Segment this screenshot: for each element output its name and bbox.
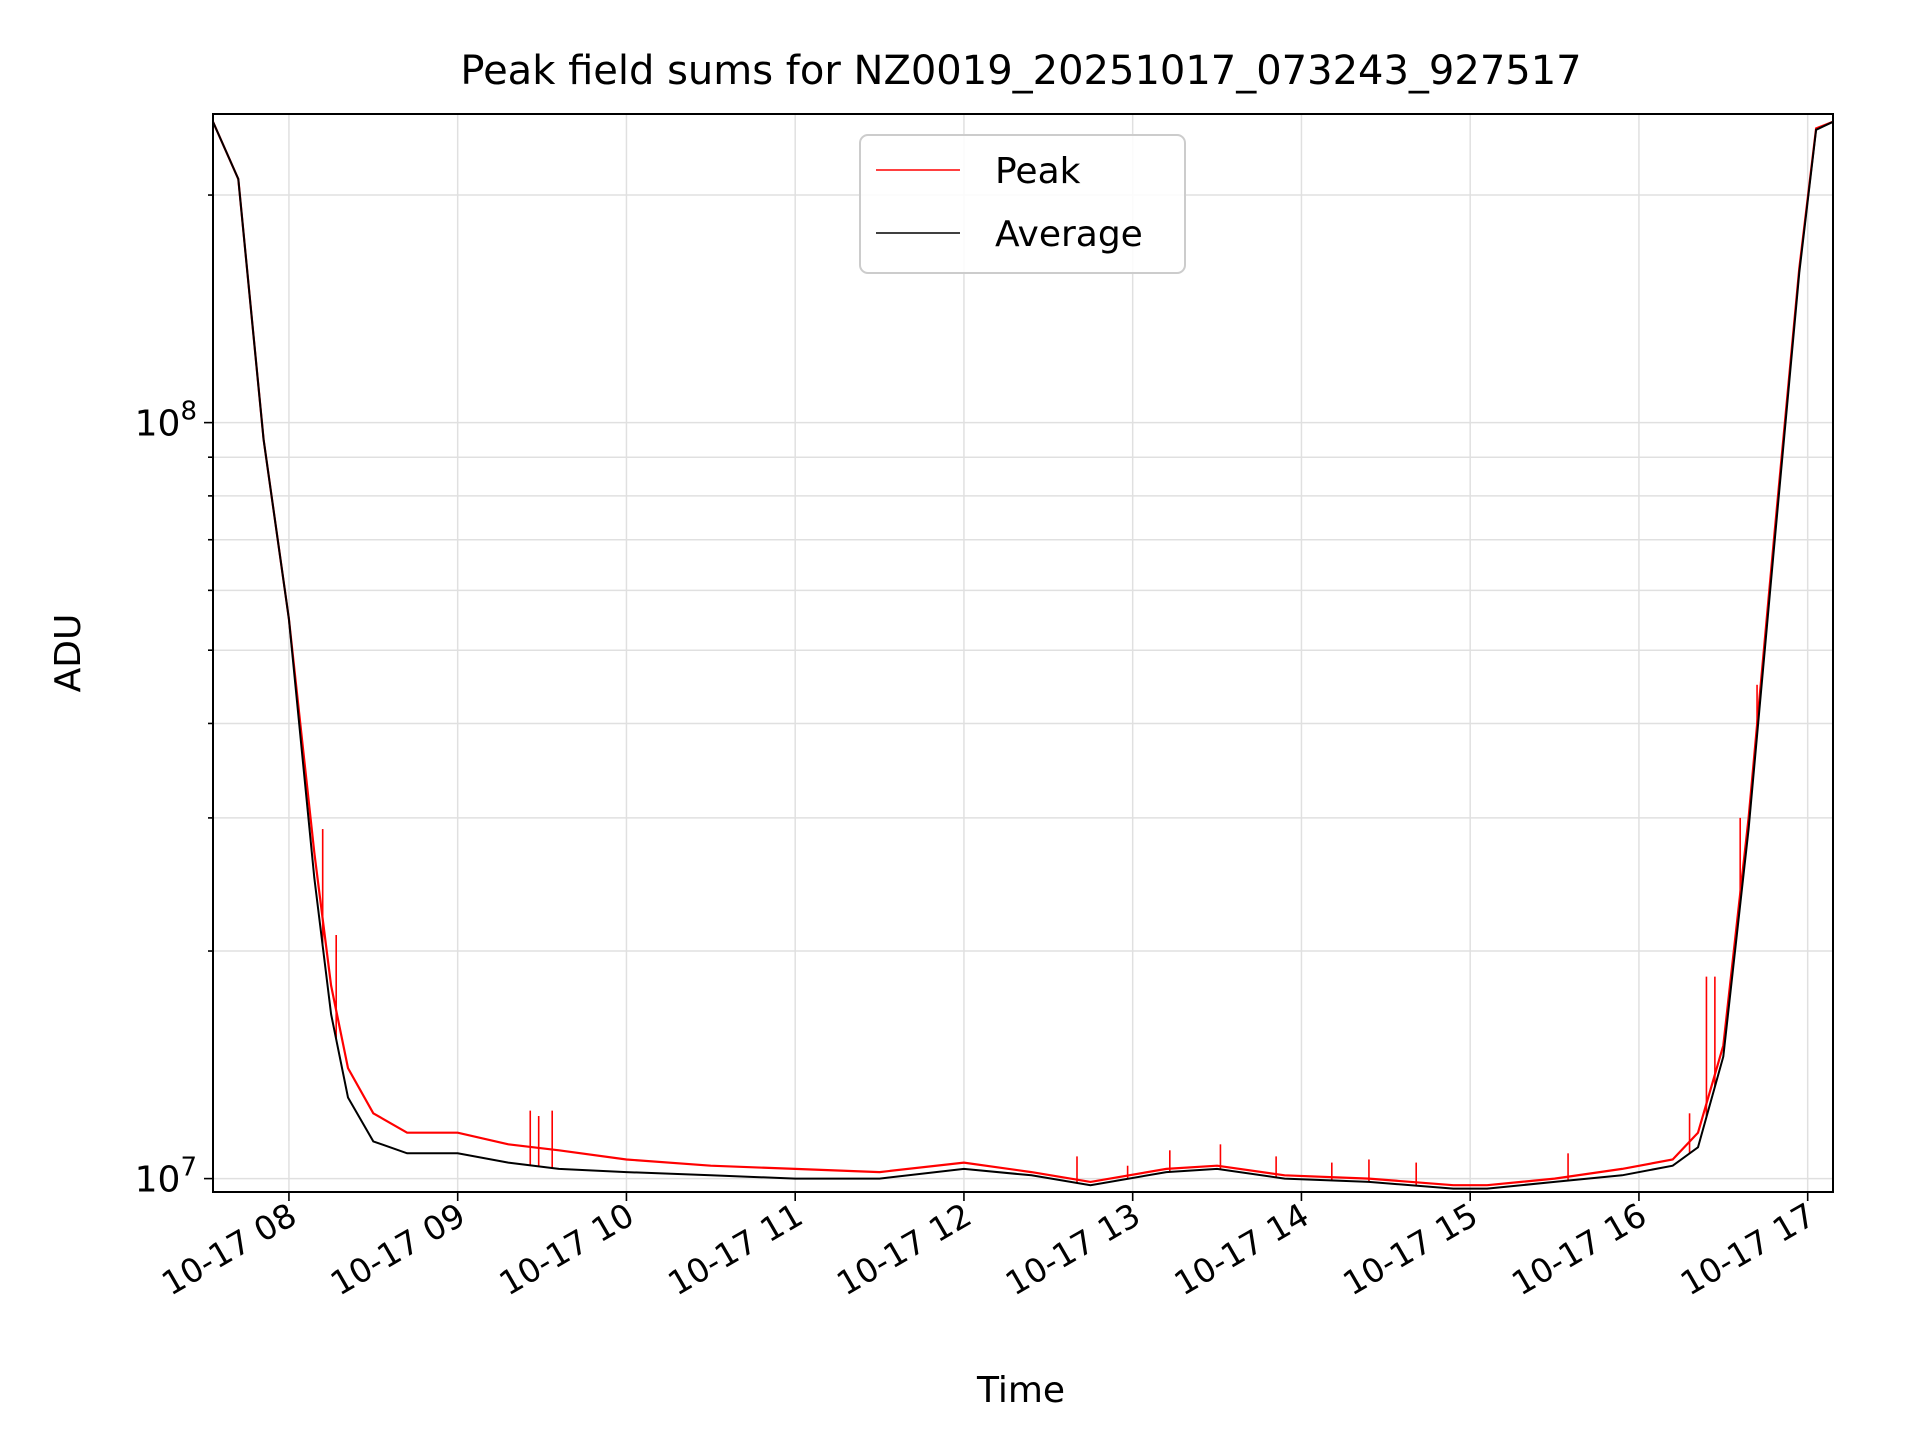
series-average-line [212, 120, 1834, 1190]
legend: Peak Average [859, 134, 1186, 274]
y-axis-label: ADU [48, 614, 89, 693]
y-axis: 107 108 [135, 194, 213, 1201]
y-tick-label: 108 [135, 397, 197, 445]
x-axis-label: Time [976, 1370, 1065, 1411]
chart-title: Peak field sums for NZ0019_20251017_0732… [460, 48, 1581, 94]
grid [213, 114, 1833, 1192]
plot-area [211, 120, 1834, 1190]
y-tick-label: 107 [135, 1153, 197, 1201]
legend-average-label: Average [995, 214, 1143, 255]
legend-peak-label: Peak [995, 151, 1081, 192]
axes-frame [212, 113, 1834, 1193]
